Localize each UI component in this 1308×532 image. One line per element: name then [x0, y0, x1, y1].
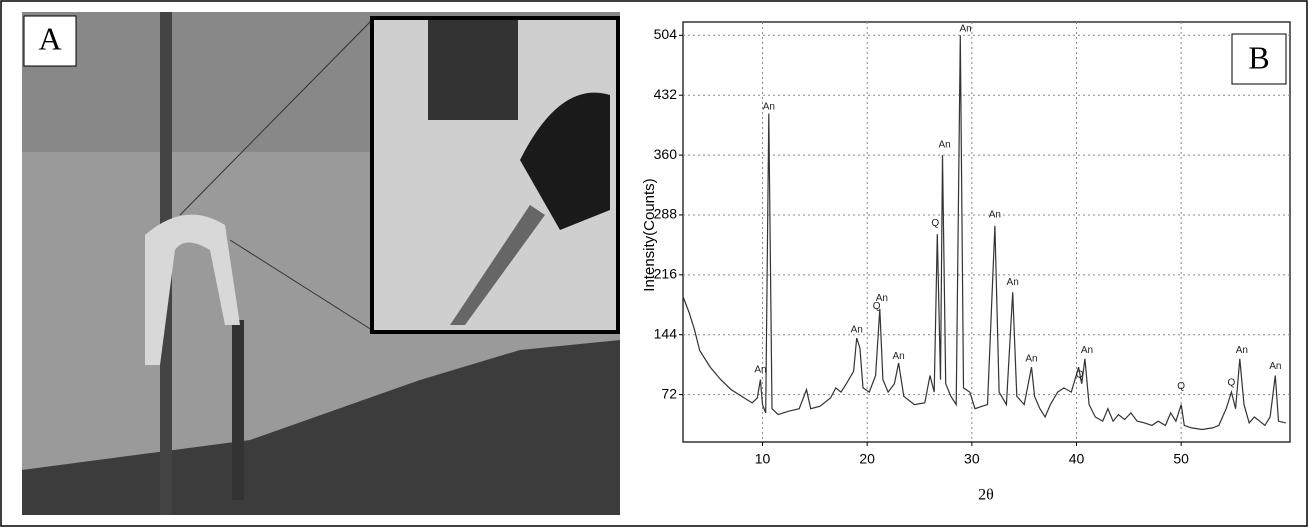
peak-label: An — [892, 351, 904, 362]
peak-label: An — [851, 324, 863, 335]
inset-pipe — [428, 20, 518, 120]
x-axis-label: 2θ — [978, 487, 994, 504]
peak-label: Q — [1177, 381, 1185, 392]
y-tick-label: 504 — [654, 26, 678, 42]
peak-label: An — [1269, 361, 1281, 372]
y-tick-label: 360 — [654, 146, 678, 162]
x-tick-label: 20 — [859, 451, 875, 467]
data-line — [682, 35, 1286, 431]
peak-label: An — [754, 364, 766, 375]
y-tick-label: 288 — [654, 206, 678, 222]
panel-label: B — [1248, 39, 1269, 75]
panel-label-box — [1231, 33, 1287, 85]
panel-label: A — [38, 20, 61, 56]
x-tick-label: 30 — [964, 451, 980, 467]
x-tick-label: 10 — [755, 451, 771, 467]
photo-insulation — [145, 214, 240, 365]
peak-label: An — [1025, 353, 1037, 364]
x-tick-label: 50 — [1173, 451, 1189, 467]
photo-pipe — [232, 320, 244, 500]
peak-label: An — [959, 23, 971, 34]
peak-label: Q — [1076, 369, 1084, 380]
y-tick-label: 216 — [654, 266, 678, 282]
y-tick-label: 72 — [661, 385, 677, 401]
peak-label: Q — [1228, 378, 1236, 389]
peak-label: An — [763, 101, 775, 112]
plot-area — [682, 21, 1291, 443]
peak-label: An — [1007, 277, 1019, 288]
zoom-line — [229, 239, 373, 331]
zoom-line — [179, 19, 373, 216]
peak-label: An — [939, 140, 951, 151]
photo: A — [22, 12, 620, 515]
y-axis-label: Intensity(Counts) — [641, 178, 658, 291]
peak-label: Q — [931, 218, 939, 229]
inset-key — [520, 92, 610, 230]
inset-blade — [450, 205, 545, 325]
x-tick-label: 40 — [1069, 451, 1085, 467]
peak-label: Q — [873, 301, 881, 312]
peak-label: An — [1081, 345, 1093, 356]
y-tick-label: 144 — [654, 325, 678, 341]
y-tick-label: 432 — [654, 86, 678, 102]
peak-label: An — [989, 210, 1001, 221]
peak-label: An — [1236, 345, 1248, 356]
panel-label-box — [23, 15, 77, 67]
peak-label: An — [876, 293, 888, 304]
